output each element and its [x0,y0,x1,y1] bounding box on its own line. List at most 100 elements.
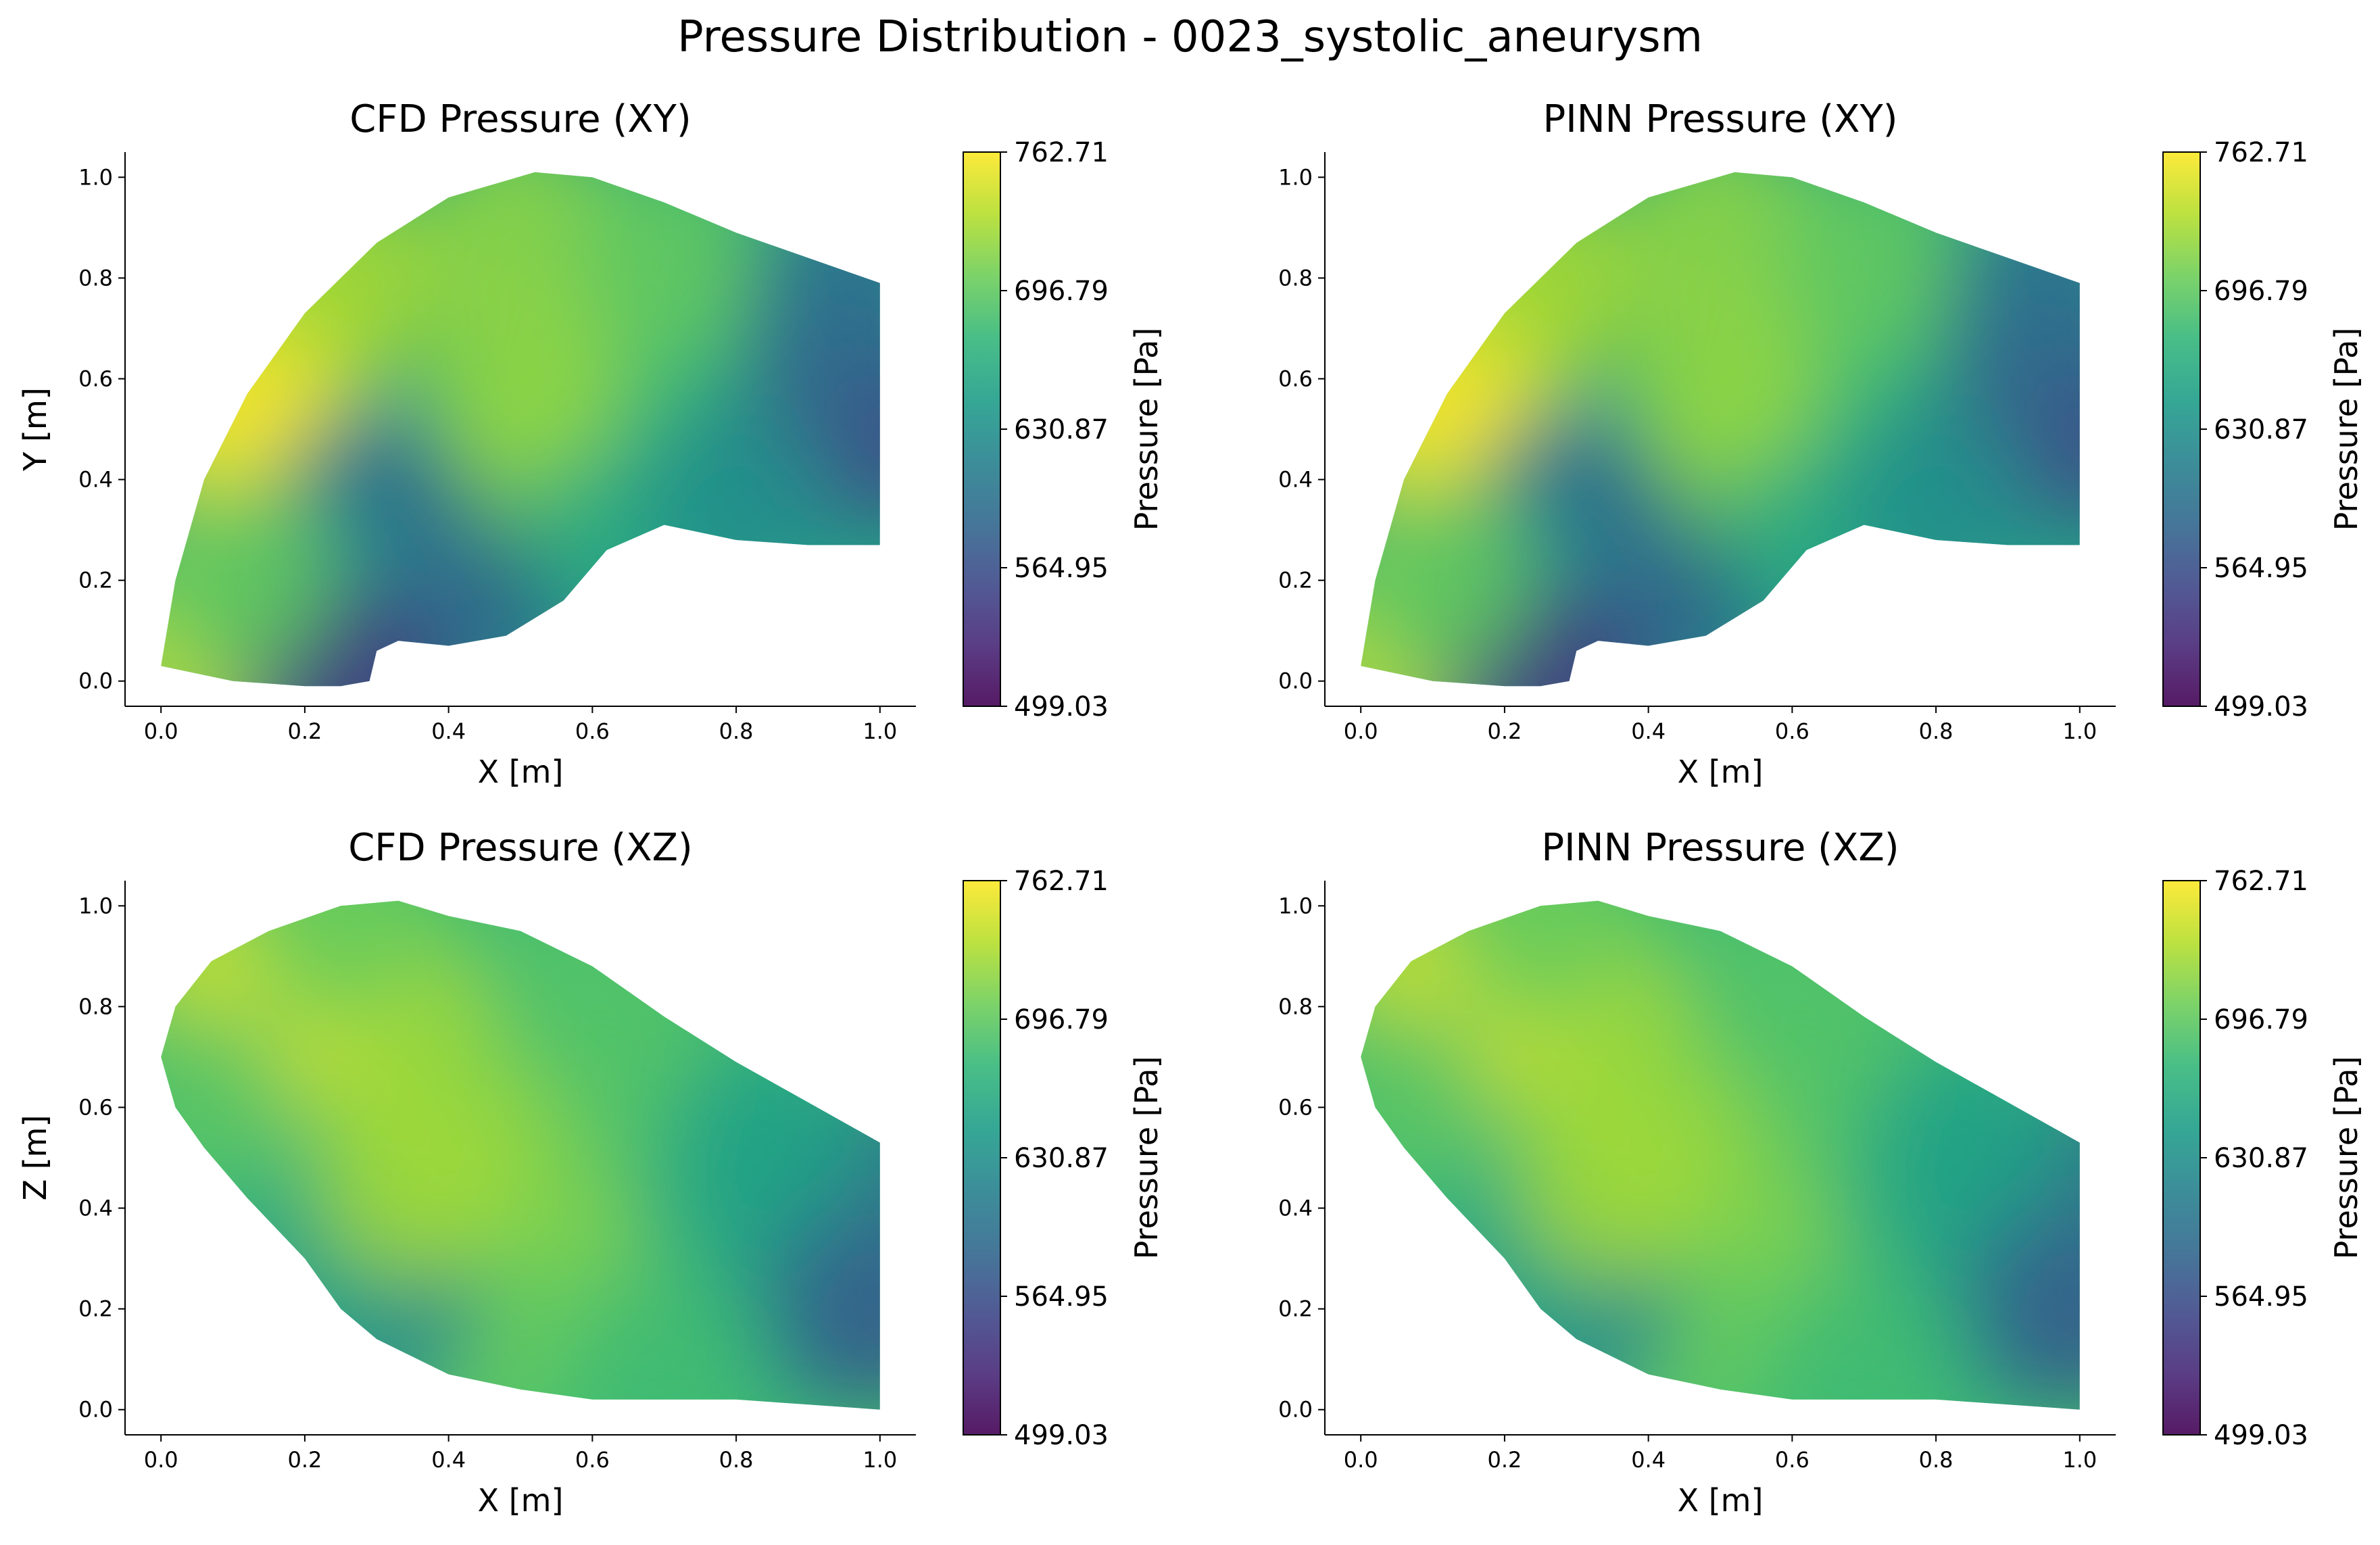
colorbar-tick-label: 499.03 [1014,1420,1109,1451]
colorbar-tick-label: 630.87 [1014,1143,1109,1174]
colorbar-label: Pressure [Pa] [2328,328,2364,531]
y-tick-label: 0.6 [1278,1094,1313,1120]
pressure-sample [1870,1031,2074,1234]
panel-title: PINN Pressure (XZ) [1541,826,1899,870]
y-tick-label: 0.6 [1278,366,1313,391]
pressure-sample [491,900,694,1098]
colorbar-label: Pressure [Pa] [2328,1056,2364,1260]
x-tick-label: 0.4 [1631,1447,1666,1473]
pressure-field [1361,900,2080,1410]
colorbar-tick-label: 499.03 [1014,691,1109,722]
x-tick-label: 1.0 [863,718,897,744]
colorbar-tick-label: 696.79 [2214,276,2308,307]
panel-title: CFD Pressure (XY) [349,97,691,141]
pressure-field [1361,172,2080,687]
colorbar-label: Pressure [Pa] [1128,1056,1165,1260]
y-axis-label: Z [m] [17,1115,53,1201]
y-tick-label: 0.8 [78,994,113,1019]
colorbar-tick-label: 499.03 [2214,691,2308,722]
colorbar-tick-label: 762.71 [1014,866,1109,897]
pressure-sample [1439,176,1643,380]
x-tick-label: 1.0 [863,1447,897,1473]
x-tick-label: 0.8 [1919,1447,1953,1473]
x-tick-label: 0.0 [144,718,178,744]
x-tick-label: 0.4 [431,718,466,744]
colorbar [2162,880,2201,1436]
colorbar-tick-label: 696.79 [1014,1004,1109,1035]
y-tick-label: 1.0 [1278,893,1313,918]
x-tick-label: 0.0 [1344,718,1378,744]
pressure-sample [742,201,880,405]
y-tick-label: 0.0 [1278,1397,1313,1423]
pressure-sample [1691,900,1894,1098]
pressure-blobs [1361,900,2080,1410]
x-tick-label: 0.4 [431,1447,466,1473]
y-tick-label: 0.8 [1278,994,1313,1019]
y-axis-label: Y [m] [17,387,53,471]
colorbar [963,151,1001,707]
pressure-sample [562,1258,766,1410]
y-tick-label: 0.0 [78,668,113,694]
y-tick-label: 0.4 [1278,1196,1313,1221]
y-tick-label: 0.8 [78,265,113,291]
pressure-sample [671,1031,874,1234]
colorbar [2162,151,2201,707]
x-axis-label: X [m] [1678,754,1764,790]
x-tick-label: 0.8 [1919,718,1953,744]
plot-panel-4: 0.0 0.2 0.4 0.6 0.8 1.0 0.0 0.2 0.4 0.6 0.8 1.0 PINN… [17,826,2364,1519]
x-tick-label: 0.6 [575,718,610,744]
y-tick-label: 1.0 [1278,164,1313,190]
pressure-sample [1762,1258,1966,1410]
pressure-blobs [161,900,880,1410]
y-tick-label: 1.0 [78,893,113,918]
colorbar-tick-label: 630.87 [2214,414,2308,445]
colorbar-label: Pressure [Pa] [1128,328,1165,531]
pressure-blobs [161,172,880,687]
pressure-sample [1942,201,2080,405]
y-tick-label: 1.0 [78,164,113,190]
pressure-sample [1361,1006,1499,1209]
x-tick-label: 0.6 [1775,718,1810,744]
colorbar-tick-label: 630.87 [1014,414,1109,445]
colorbar-tick-label: 630.87 [2214,1143,2308,1174]
colorbar-tick-label: 696.79 [1014,276,1109,307]
x-tick-label: 0.2 [1487,1447,1522,1473]
y-tick-label: 0.8 [1278,265,1313,291]
y-tick-label: 0.0 [78,1397,113,1423]
y-tick-label: 0.4 [1278,467,1313,493]
colorbar-tick-label: 564.95 [2214,1281,2308,1313]
y-tick-label: 0.2 [78,1296,113,1322]
pressure-sample [1835,403,2038,606]
y-tick-label: 0.6 [78,366,113,391]
x-axis-label: X [m] [478,754,564,790]
y-tick-label: 0.0 [1278,668,1313,694]
x-tick-label: 0.2 [1487,718,1522,744]
pressure-sample [161,479,335,682]
x-tick-label: 1.0 [2062,1447,2097,1473]
x-tick-label: 0.8 [719,718,754,744]
panel-title: PINN Pressure (XY) [1543,97,1897,141]
x-tick-label: 0.0 [1344,1447,1378,1473]
colorbar-tick-label: 762.71 [2214,866,2308,897]
x-tick-label: 1.0 [2062,718,2097,744]
y-axis-label: Y [m] [17,387,53,471]
colorbar [963,880,1001,1436]
x-axis-label: X [m] [478,1482,564,1519]
x-axis-label: X [m] [1678,1482,1764,1519]
pressure-sample [311,1081,514,1285]
colorbar-tick-label: 564.95 [1014,553,1109,584]
colorbar-tick-label: 564.95 [1014,1281,1109,1313]
x-tick-label: 0.0 [144,1447,178,1473]
pressure-sample [239,176,443,380]
x-tick-label: 0.6 [1775,1447,1810,1473]
colorbar-tick-label: 762.71 [1014,137,1109,168]
pressure-field [161,172,880,687]
y-tick-label: 0.2 [1278,1296,1313,1322]
colorbar-tick-label: 564.95 [2214,553,2308,584]
y-axis-label: Z [m] [17,1115,53,1201]
plot-panel-1: 0.0 0.2 0.4 0.6 0.8 1.0 0.0 0.2 0.4 0.6 0.8 1.0 CFD … [17,97,1165,790]
pressure-sample [1619,277,1822,481]
pressure-sample [161,1006,299,1209]
colorbar-tick-label: 499.03 [2214,1420,2308,1451]
